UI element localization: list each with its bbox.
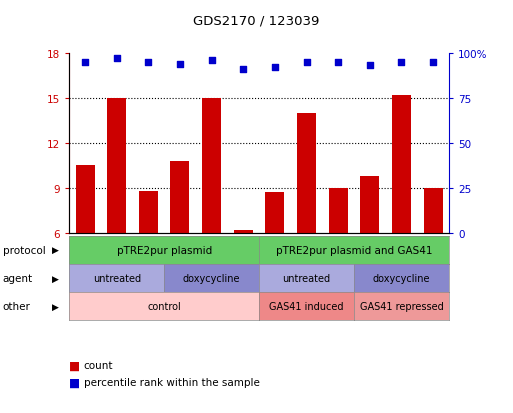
Point xyxy=(144,59,152,66)
Text: ▶: ▶ xyxy=(52,274,59,283)
Text: count: count xyxy=(84,361,113,370)
Text: untreated: untreated xyxy=(283,273,330,283)
Point xyxy=(334,59,342,66)
Point xyxy=(239,66,247,73)
Text: untreated: untreated xyxy=(93,273,141,283)
Point xyxy=(207,57,215,64)
Bar xyxy=(360,176,379,233)
Text: doxycycline: doxycycline xyxy=(183,273,241,283)
Text: control: control xyxy=(147,301,181,311)
Text: ▶: ▶ xyxy=(52,246,59,255)
Bar xyxy=(234,230,253,233)
Point xyxy=(429,59,437,66)
Bar xyxy=(202,99,221,233)
Point xyxy=(271,65,279,71)
Text: agent: agent xyxy=(3,273,33,283)
Text: percentile rank within the sample: percentile rank within the sample xyxy=(84,377,260,387)
Text: GAS41 repressed: GAS41 repressed xyxy=(360,301,443,311)
Bar xyxy=(139,191,158,233)
Point xyxy=(397,59,405,66)
Text: ■: ■ xyxy=(69,375,81,389)
Text: GDS2170 / 123039: GDS2170 / 123039 xyxy=(193,14,320,27)
Point xyxy=(302,59,310,66)
Point xyxy=(113,56,121,62)
Text: other: other xyxy=(3,301,30,311)
Bar xyxy=(265,193,284,233)
Text: GAS41 induced: GAS41 induced xyxy=(269,301,344,311)
Bar xyxy=(424,188,443,233)
Bar xyxy=(297,114,316,233)
Text: ■: ■ xyxy=(69,359,81,372)
Bar xyxy=(170,161,189,233)
Text: protocol: protocol xyxy=(3,245,45,255)
Bar xyxy=(329,188,348,233)
Text: ▶: ▶ xyxy=(52,302,59,311)
Bar xyxy=(107,99,126,233)
Text: pTRE2pur plasmid and GAS41: pTRE2pur plasmid and GAS41 xyxy=(275,245,432,255)
Point xyxy=(366,63,374,69)
Point xyxy=(176,61,184,68)
Text: pTRE2pur plasmid: pTRE2pur plasmid xyxy=(116,245,212,255)
Point xyxy=(81,59,89,66)
Text: doxycycline: doxycycline xyxy=(372,273,430,283)
Bar xyxy=(392,96,411,233)
Bar xyxy=(75,166,94,233)
